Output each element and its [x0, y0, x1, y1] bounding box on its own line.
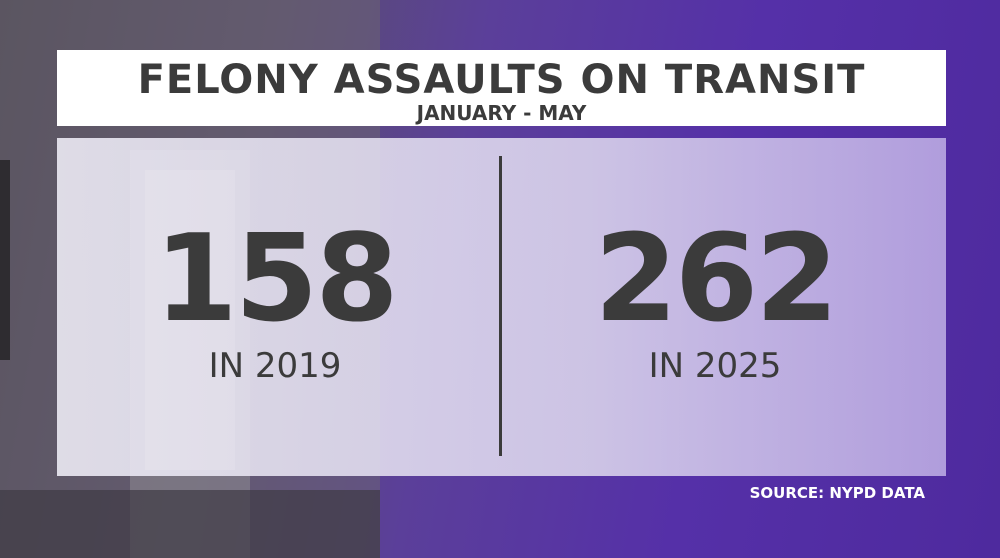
source: SOURCE: NYPD DATA — [749, 484, 925, 502]
stat-label: IN 2019 — [208, 346, 342, 386]
stat-label: IN 2025 — [648, 346, 782, 386]
divider — [499, 156, 502, 456]
stats-panel: 158 IN 2019 262 IN 2025 — [57, 138, 946, 476]
title-box: FELONY ASSAULTS ON TRANSIT JANUARY - MAY — [57, 50, 946, 126]
stat: 262 IN 2025 — [515, 210, 915, 387]
title: FELONY ASSAULTS ON TRANSIT — [137, 57, 866, 103]
stat-value: 158 — [154, 210, 399, 349]
stat-value: 262 — [594, 210, 839, 349]
subtitle: JANUARY - MAY — [416, 101, 587, 125]
stat: 158 IN 2019 — [75, 210, 475, 387]
